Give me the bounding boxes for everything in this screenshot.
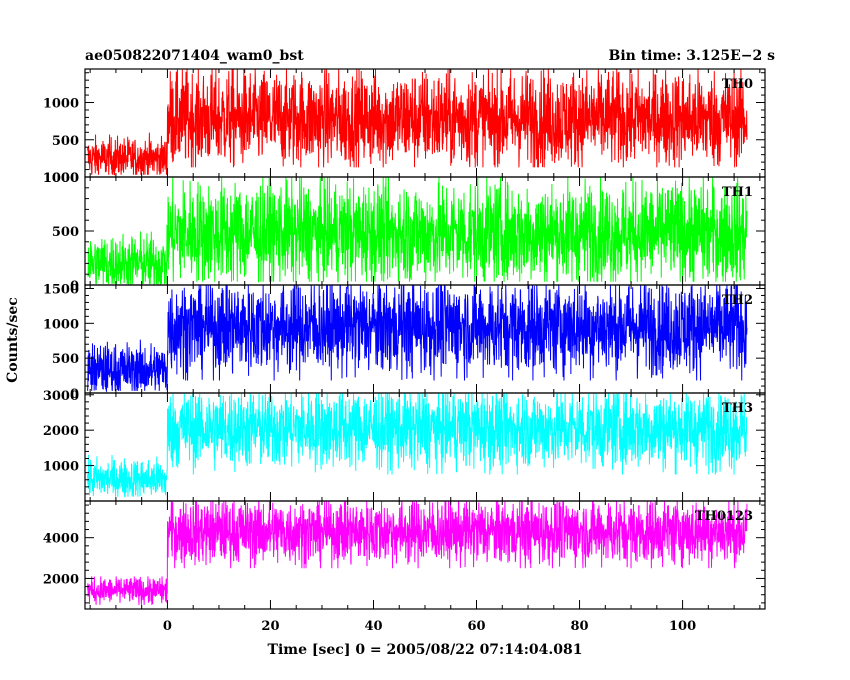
series-line-th2 <box>87 285 748 393</box>
panel-th2: 0 500 1000 1500 TH2 <box>43 282 766 402</box>
y-tick-label: 500 <box>52 225 79 240</box>
y-tick-label: 2000 <box>43 424 79 439</box>
panels-group: 1000 500 1000 TH0 0 500 1000 TH1 0 500 1000 1500 TH2… <box>43 68 766 610</box>
y-tick-label: 0 <box>70 279 79 294</box>
series-line-th3 <box>87 393 748 498</box>
x-axis-title: Time [sec] 0 = 2005/08/22 07:14:04.081 <box>268 642 583 658</box>
y-tick-label: 500 <box>52 352 79 367</box>
panel-label-th0: TH0 <box>722 77 753 92</box>
x-tick-label: 100 <box>669 619 696 634</box>
y-tick-label: 1000 <box>43 171 79 186</box>
y-tick-label: 1000 <box>43 171 79 186</box>
panel-th0: 1000 500 1000 TH0 <box>43 68 766 186</box>
x-tick-label: 0 <box>163 619 172 634</box>
y-tick-label: 1000 <box>43 460 79 475</box>
series-line-th0123 <box>87 501 748 605</box>
x-tick-label: 80 <box>570 619 588 634</box>
panel-label-th3: TH3 <box>722 401 753 416</box>
y-tick-label: 2000 <box>43 572 79 587</box>
y-tick-label: 500 <box>52 134 79 149</box>
y-tick-label: 0 <box>70 387 79 402</box>
series-line-th1 <box>87 177 748 285</box>
panel-th3: 1000 2000 3000 TH3 <box>43 389 766 502</box>
panel-th0123: 2000 4000 TH0123 <box>43 500 766 610</box>
y-tick-label: 3000 <box>43 389 79 404</box>
x-tick-label: 20 <box>261 619 279 634</box>
panel-label-th2: TH2 <box>722 293 753 308</box>
x-tick-label: 60 <box>467 619 485 634</box>
x-axis: 0 20 40 60 80 100 <box>163 619 696 634</box>
y-tick-label: 4000 <box>43 532 79 547</box>
figure-title-left: ae050822071404_wam0_bst <box>85 48 304 64</box>
y-tick-label: 1000 <box>43 97 79 112</box>
y-tick-label: 1500 <box>43 282 79 297</box>
y-tick-label: 1000 <box>43 317 79 332</box>
series-line-th0 <box>87 69 748 176</box>
panel-label-th1: TH1 <box>722 185 753 200</box>
panel-label-th0123: TH0123 <box>695 509 753 524</box>
figure-title-right: Bin time: 3.125E−2 s <box>609 48 776 64</box>
panel-th1: 0 500 1000 TH1 <box>43 171 766 294</box>
x-tick-label: 40 <box>364 619 382 634</box>
y-axis-title: Counts/sec <box>5 297 21 383</box>
